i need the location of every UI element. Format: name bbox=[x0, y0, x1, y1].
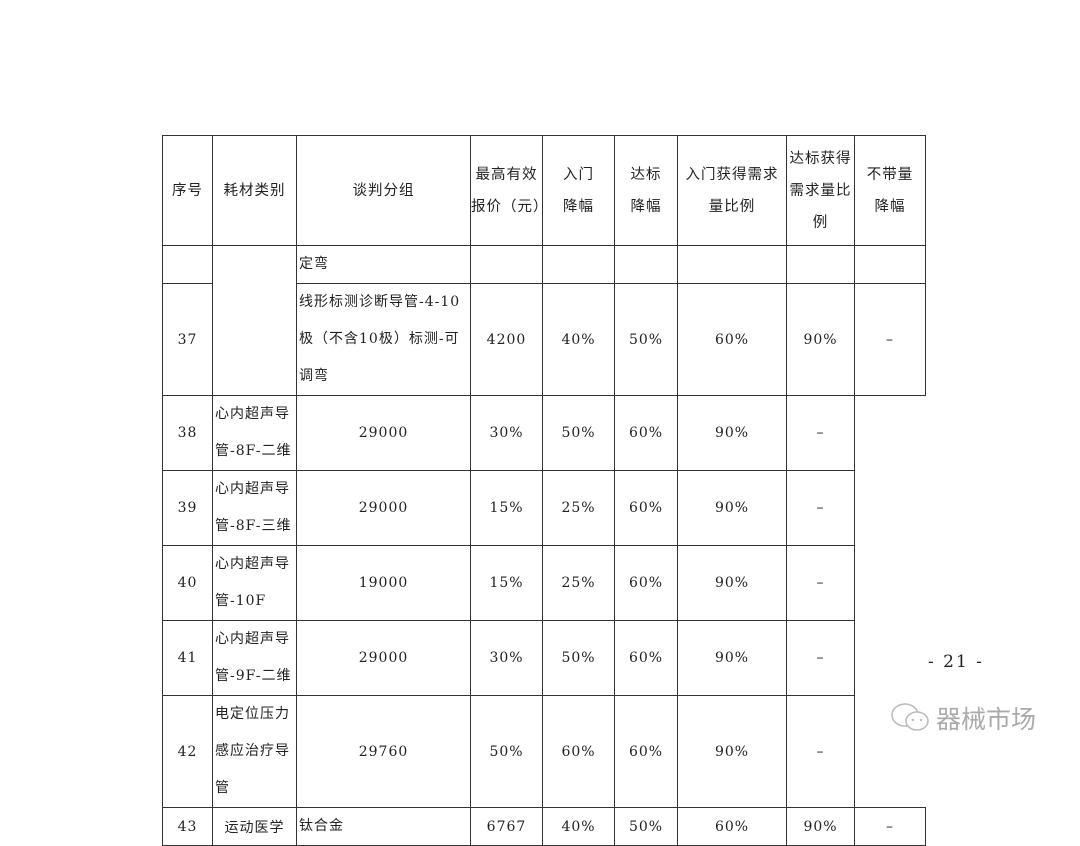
category-cell: 运动医学 bbox=[212, 807, 297, 846]
entry-ratio-cell: 60% bbox=[614, 395, 678, 471]
target-cell: 25% bbox=[542, 470, 615, 546]
wechat-icon bbox=[891, 703, 929, 731]
no-cell: 42 bbox=[162, 695, 213, 808]
target-ratio-cell: 90% bbox=[677, 620, 787, 696]
no-volume-cell: – bbox=[854, 807, 926, 846]
no-cell: 43 bbox=[162, 807, 213, 846]
group-cell: 心内超声导管-10F bbox=[212, 545, 297, 621]
entry-cell: 30% bbox=[470, 395, 543, 471]
group-cell: 定弯 bbox=[296, 245, 471, 284]
price-cell: 29000 bbox=[296, 395, 471, 471]
no-cell: 37 bbox=[162, 283, 213, 396]
target-cell: 50% bbox=[542, 620, 615, 696]
group-cell: 心内超声导管-9F-二维 bbox=[212, 620, 297, 696]
no-volume-cell: – bbox=[786, 545, 855, 621]
entry-cell: 40% bbox=[542, 807, 615, 846]
table-row: 37 线形标测诊断导管-4-10极（不含10极）标测-可调弯 4200 40% … bbox=[162, 283, 926, 396]
no-volume-cell: – bbox=[786, 470, 855, 546]
header-price: 最高有效报价（元） bbox=[470, 135, 548, 246]
header-group: 谈判分组 bbox=[296, 135, 471, 246]
header-entry-ratio: 入门获得需求量比例 bbox=[677, 135, 787, 246]
entry-ratio-cell: 60% bbox=[677, 283, 787, 396]
price-cell: 4200 bbox=[470, 283, 543, 396]
price-cell: 6767 bbox=[470, 807, 543, 846]
watermark-text: 器械市场 bbox=[936, 705, 1037, 734]
price-cell: 29000 bbox=[296, 470, 471, 546]
no-cell: 38 bbox=[162, 395, 213, 471]
target-ratio-cell: 90% bbox=[786, 283, 855, 396]
header-no: 序号 bbox=[162, 135, 213, 246]
no-cell: 41 bbox=[162, 620, 213, 696]
entry-ratio-cell: 60% bbox=[614, 545, 678, 621]
group-cell: 心内超声导管-8F-三维 bbox=[212, 470, 297, 546]
price-cell: 29760 bbox=[296, 695, 471, 808]
table-row: 41 心内超声导管-9F-二维 29000 30% 50% 60% 90% – bbox=[162, 620, 926, 696]
target-ratio-cell: 90% bbox=[677, 395, 787, 471]
target-cell: 50% bbox=[614, 283, 678, 396]
group-cell: 心内超声导管-8F-二维 bbox=[212, 395, 297, 471]
header-target-ratio: 达标获得需求量比例 bbox=[786, 135, 855, 246]
page-number: - 21 - bbox=[928, 652, 984, 672]
entry-cell: 15% bbox=[470, 545, 543, 621]
negotiation-table: 序号 耗材类别 谈判分组 最高有效报价（元） 入门降幅 达标降幅 入门获得需求量… bbox=[162, 135, 926, 846]
no-cell: 40 bbox=[162, 545, 213, 621]
no-volume-cell: – bbox=[854, 283, 926, 396]
table-row: 39 心内超声导管-8F-三维 29000 15% 25% 60% 90% – bbox=[162, 470, 926, 546]
entry-cell: 40% bbox=[542, 283, 615, 396]
table-row: 43 运动医学 钛合金 6767 40% 50% 60% 90% – bbox=[162, 807, 926, 846]
target-cell: 50% bbox=[614, 807, 678, 846]
header-row: 序号 耗材类别 谈判分组 最高有效报价（元） 入门降幅 达标降幅 入门获得需求量… bbox=[162, 135, 926, 246]
entry-cell: 30% bbox=[470, 620, 543, 696]
table-row: 42 电定位压力感应治疗导管 29760 50% 60% 60% 90% – bbox=[162, 695, 926, 808]
header-no-volume: 不带量降幅 bbox=[854, 135, 926, 246]
target-cell: 50% bbox=[542, 395, 615, 471]
table-row: 38 心内超声导管-8F-二维 29000 30% 50% 60% 90% – bbox=[162, 395, 926, 471]
group-cell: 钛合金 bbox=[296, 807, 471, 846]
header-entry: 入门降幅 bbox=[542, 135, 615, 246]
entry-ratio-cell: 60% bbox=[614, 695, 678, 808]
table-row: 40 心内超声导管-10F 19000 15% 25% 60% 90% – bbox=[162, 545, 926, 621]
price-cell: 29000 bbox=[296, 620, 471, 696]
header-category: 耗材类别 bbox=[212, 135, 297, 246]
entry-ratio-cell: 60% bbox=[614, 470, 678, 546]
entry-cell: 15% bbox=[470, 470, 543, 546]
category-cell bbox=[212, 245, 297, 396]
target-ratio-cell: 90% bbox=[786, 807, 855, 846]
entry-ratio-cell: 60% bbox=[614, 620, 678, 696]
entry-cell: 50% bbox=[470, 695, 543, 808]
table-row: 定弯 bbox=[162, 245, 926, 396]
no-volume-cell: – bbox=[786, 395, 855, 471]
watermark: 器械市场 bbox=[890, 700, 1036, 736]
target-cell: 60% bbox=[542, 695, 615, 808]
entry-ratio-cell: 60% bbox=[677, 807, 787, 846]
target-ratio-cell: 90% bbox=[677, 545, 787, 621]
group-cell: 电定位压力感应治疗导管 bbox=[212, 695, 297, 808]
group-cell: 线形标测诊断导管-4-10极（不含10极）标测-可调弯 bbox=[296, 283, 471, 396]
target-cell: 25% bbox=[542, 545, 615, 621]
price-cell: 19000 bbox=[296, 545, 471, 621]
no-volume-cell: – bbox=[786, 695, 855, 808]
no-volume-cell: – bbox=[786, 620, 855, 696]
no-cell: 39 bbox=[162, 470, 213, 546]
target-ratio-cell: 90% bbox=[677, 470, 787, 546]
target-ratio-cell: 90% bbox=[677, 695, 787, 808]
header-target: 达标降幅 bbox=[614, 135, 678, 246]
